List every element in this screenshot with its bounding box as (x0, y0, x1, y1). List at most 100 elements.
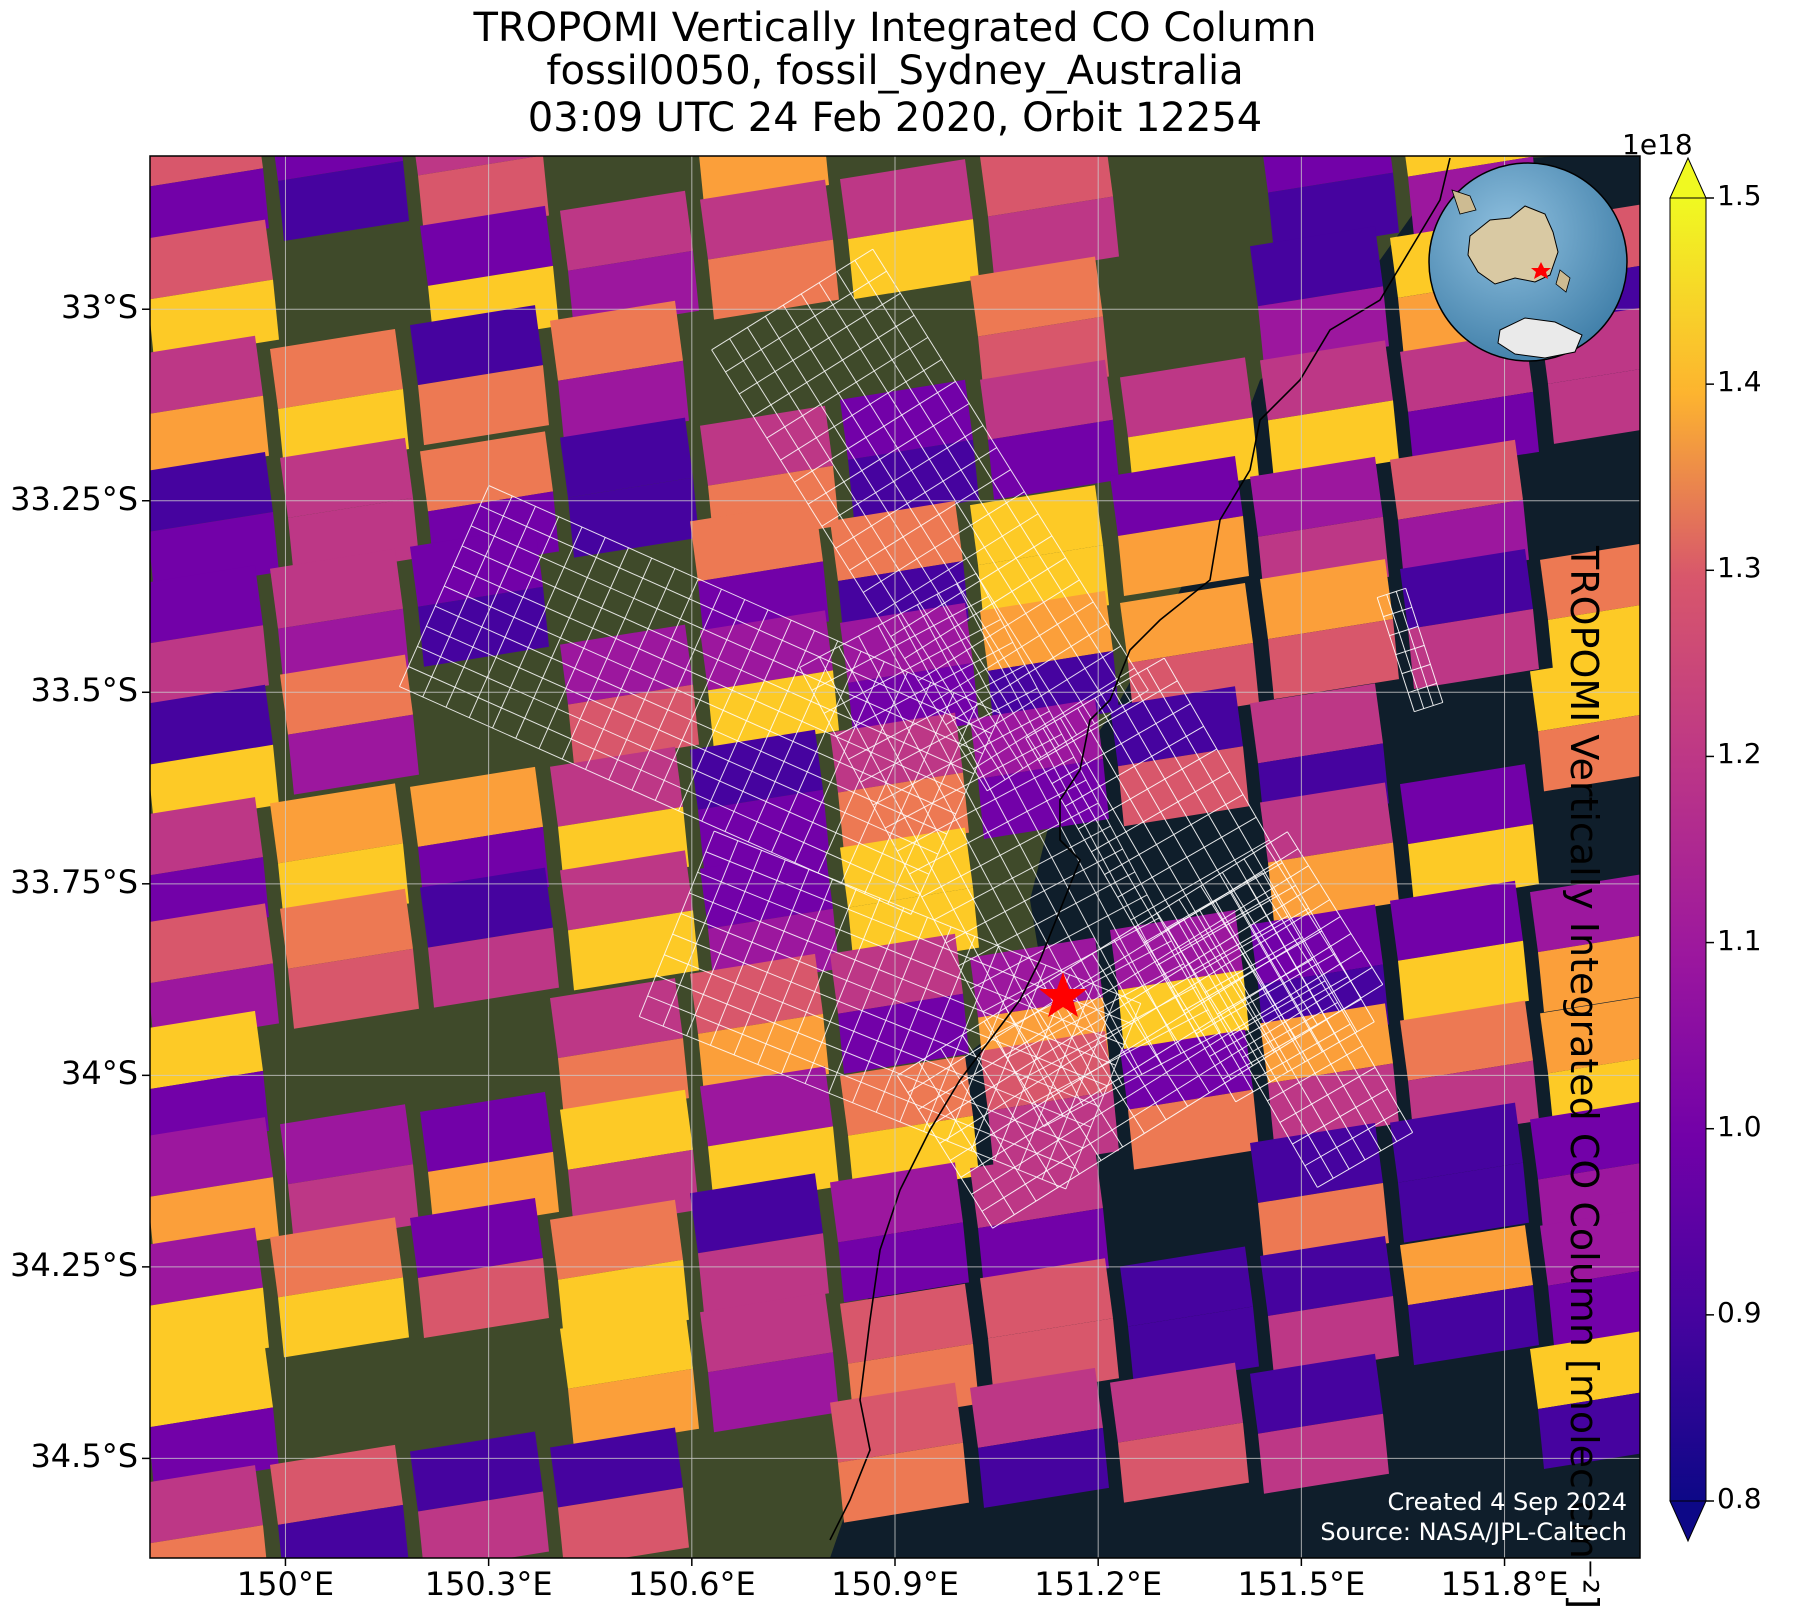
co-pixel (550, 1427, 683, 1508)
colorbar (1669, 156, 1714, 1543)
co-pixel (278, 1277, 409, 1358)
co-pixel (980, 1258, 1113, 1339)
co-pixel (150, 797, 263, 876)
co-pixel (830, 933, 963, 1014)
site-marker (1039, 972, 1087, 1017)
co-pixel (150, 1010, 263, 1089)
y-tick-label: 33.5°S (30, 671, 138, 710)
co-pixel (1110, 1362, 1243, 1443)
co-pixel (970, 29, 1103, 109)
co-pixel (978, 758, 1109, 839)
colorbar-tick-label: 1.1 (1717, 923, 1762, 957)
co-pixel (1398, 1162, 1529, 1243)
co-pixel (420, 867, 553, 948)
outline-mesh (799, 573, 1221, 1127)
co-pixel (280, 1104, 413, 1185)
co-pixel (1250, 904, 1383, 985)
co-pixel (550, 1199, 683, 1280)
co-pixel (280, 437, 413, 518)
co-pixel (568, 910, 699, 991)
colorbar-min-extension (1669, 1500, 1707, 1543)
co-pixel (270, 1444, 403, 1525)
co-pixel (550, 978, 683, 1059)
co-pixel (278, 161, 409, 242)
title-line-3: 03:09 UTC 24 Feb 2020, Orbit 12254 (527, 95, 1263, 141)
title-line-2: fossil0050, fossil_Sydney_Australia (546, 48, 1244, 94)
co-pixel (690, 65, 823, 145)
title-line-1: TROPOMI Vertically Integrated CO Column (473, 5, 1317, 51)
co-pixel (1268, 1063, 1399, 1144)
co-pixel (278, 1504, 409, 1558)
y-tick-label: 33°S (60, 288, 138, 327)
y-tick-label: 34.5°S (30, 1437, 138, 1476)
co-pixel (270, 783, 403, 864)
co-pixel (568, 1368, 699, 1449)
co-pixel (415, 156, 540, 176)
co-pixel (840, 159, 973, 240)
co-pixel (410, 1431, 543, 1512)
co-pixel (1530, 1101, 1640, 1180)
co-pixel (690, 501, 823, 582)
co-pixel (1118, 746, 1249, 827)
co-pixel (1538, 714, 1640, 792)
co-pixel (1538, 935, 1640, 1013)
pixel-outline-grids (399, 248, 1444, 1229)
co-pixel (288, 948, 419, 1029)
co-pixel (700, 1066, 833, 1147)
co-pixel (708, 670, 839, 751)
co-pixel (1120, 357, 1253, 438)
co-pixel (1398, 42, 1529, 122)
colorbar-exponent: 1e18 (1622, 128, 1693, 161)
co-pixel (1120, 583, 1253, 664)
map-area (150, 0, 1640, 1558)
outline-mesh (711, 248, 1149, 792)
co-pixel (700, 610, 833, 691)
co-pixel (418, 365, 549, 446)
co-pixel (1268, 842, 1399, 923)
co-pixel (410, 1198, 543, 1279)
co-pixel (150, 1287, 269, 1367)
co-pixel (288, 714, 419, 795)
co-pixel (1400, 1225, 1533, 1306)
coastline (829, 157, 1451, 1541)
co-pixel (970, 256, 1103, 337)
co-pixel (270, 1217, 403, 1298)
co-pixel (1408, 1285, 1539, 1366)
co-pixel (1260, 1235, 1393, 1316)
co-pixel (1400, 548, 1533, 629)
co-pixel (838, 1222, 969, 1303)
co-pixel (1250, 1123, 1383, 1204)
x-tick-label: 151.2°E (1034, 1565, 1163, 1603)
x-tick-label: 150.9°E (831, 1565, 959, 1603)
co-pixel (1110, 686, 1243, 767)
co-pixel (420, 205, 553, 286)
co-pixel (428, 927, 559, 1008)
co-pixel (1548, 369, 1640, 444)
co-pixel (1268, 619, 1399, 700)
colorbar-tick-label: 1.5 (1717, 179, 1762, 212)
co-pixel (1390, 0, 1523, 62)
co-pixel (560, 1089, 693, 1170)
co-pixel (700, 1292, 833, 1373)
co-pixel (970, 1367, 1103, 1448)
co-pixel (1390, 880, 1523, 961)
axis-ticks (142, 308, 1506, 1566)
co-pixel (1405, 156, 1533, 177)
co-pixel (1398, 940, 1529, 1021)
colorbar-max-extension (1669, 156, 1707, 199)
co-pixel (1118, 516, 1249, 597)
co-pixel (150, 684, 273, 765)
co-pixel (150, 451, 273, 532)
co-pixel (568, 477, 699, 558)
co-pixel (1400, 764, 1533, 845)
co-pixel (550, 746, 683, 827)
co-pixel (980, 359, 1113, 440)
y-tick-label: 33.75°S (10, 862, 138, 901)
globe-icon (1428, 162, 1628, 362)
co-pixel (699, 156, 829, 206)
co-pixel (838, 1442, 969, 1523)
co-pixel (280, 888, 413, 969)
co-pixel (410, 305, 543, 386)
y-tick-label: 33.25°S (10, 479, 138, 518)
